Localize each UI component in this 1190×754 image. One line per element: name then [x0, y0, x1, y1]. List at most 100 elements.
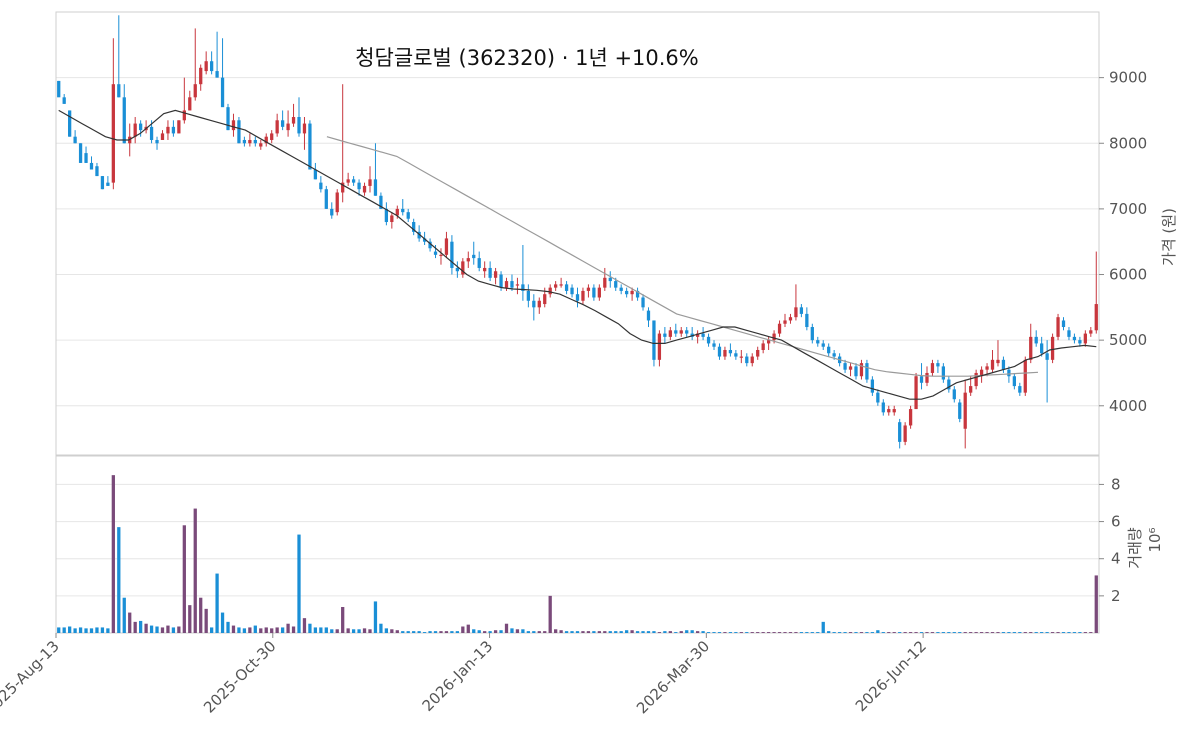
- candle-body: [390, 215, 394, 223]
- candle-body: [887, 409, 891, 413]
- volume-bar: [313, 627, 318, 633]
- volume-bar: [395, 630, 399, 633]
- volume-bar: [144, 623, 148, 633]
- volume-bar: [493, 630, 498, 633]
- price-tick-labels: 4000 5000 6000 7000 8000 9000: [1099, 69, 1147, 415]
- candle-body: [706, 336, 711, 344]
- candle-body: [439, 254, 443, 257]
- candle-body: [854, 366, 858, 377]
- candle-body: [1083, 333, 1087, 344]
- volume-bar: [379, 623, 383, 633]
- candle-body: [668, 330, 672, 337]
- candle-body: [1034, 336, 1038, 344]
- gridlines: [56, 77, 1099, 597]
- volume-bar: [488, 631, 492, 633]
- candle-body: [308, 123, 312, 170]
- volume-bar: [302, 618, 307, 633]
- candle-body: [1056, 317, 1060, 337]
- candle-body: [903, 425, 907, 442]
- volume-bar: [106, 628, 110, 633]
- volume-bar: [881, 632, 885, 633]
- date-tick-label: 2026-Jan-13: [419, 637, 497, 715]
- candle-body: [1040, 343, 1044, 354]
- candle-body: [1050, 336, 1055, 360]
- candle-body: [433, 251, 438, 255]
- candle-body: [73, 136, 77, 144]
- volume-tick-label: 4: [1111, 550, 1121, 568]
- volume-bar: [788, 632, 793, 633]
- candle-body: [362, 185, 367, 193]
- candle-body: [543, 294, 547, 305]
- candle-body: [608, 277, 612, 282]
- volume-bar: [319, 627, 323, 633]
- candle-body: [575, 294, 580, 301]
- candle-body: [106, 182, 110, 186]
- candle-body: [947, 379, 951, 390]
- volume-bar: [783, 632, 787, 633]
- volume-bar: [89, 628, 94, 633]
- volume-tick-label: 2: [1111, 587, 1121, 605]
- candle-body: [117, 84, 121, 98]
- moving-average-long-line: [326, 136, 1039, 377]
- candle-body: [259, 143, 263, 147]
- candle-body: [89, 162, 94, 170]
- volume-bar: [226, 621, 230, 633]
- candle-body: [477, 258, 481, 268]
- candle-body: [865, 363, 869, 380]
- candle-body: [84, 153, 88, 163]
- volume-bar: [433, 631, 438, 633]
- volume-bar: [477, 630, 481, 633]
- volume-bar: [990, 632, 995, 633]
- candle-body: [264, 136, 268, 144]
- volume-bar: [843, 632, 847, 633]
- candle-body: [821, 343, 825, 347]
- candle-body: [914, 376, 918, 410]
- volume-bar: [280, 627, 285, 633]
- volume-bar: [603, 631, 607, 633]
- volume-tick-labels: 2 4 6 8: [1099, 475, 1121, 605]
- volume-bar: [1007, 632, 1011, 633]
- candle-body: [521, 284, 525, 291]
- candle-body: [734, 353, 738, 357]
- volume-bar: [641, 631, 645, 633]
- volume-bar: [734, 632, 738, 633]
- volume-bar: [1056, 632, 1060, 633]
- volume-bar: [499, 630, 503, 633]
- volume-bar: [766, 632, 771, 633]
- volume-bar: [685, 630, 689, 633]
- candle-body: [657, 333, 662, 360]
- volume-bar: [854, 632, 858, 633]
- candle-body: [270, 133, 274, 140]
- volume-bar: [521, 629, 525, 633]
- volume-bar: [941, 632, 946, 633]
- candle-body: [1045, 353, 1049, 360]
- candle-body: [1018, 386, 1022, 393]
- candle-body: [209, 61, 214, 72]
- volume-bar: [635, 631, 640, 633]
- candle-body: [253, 139, 257, 144]
- candle-body: [996, 359, 1000, 364]
- candle-body: [204, 61, 208, 72]
- volume-bar: [308, 623, 312, 633]
- volume-bar: [78, 627, 83, 633]
- volume-bar: [805, 632, 809, 633]
- volume-bar: [668, 631, 672, 633]
- candle-body: [788, 317, 793, 321]
- volume-bar: [646, 631, 651, 633]
- volume-bar: [701, 631, 705, 633]
- volume-bar: [821, 621, 825, 633]
- volume-bar: [155, 626, 159, 633]
- volume-bar: [1067, 632, 1071, 633]
- candle-body: [149, 126, 154, 140]
- candle-body: [248, 139, 252, 144]
- volume-bar: [1078, 632, 1082, 633]
- candle-body: [663, 333, 667, 337]
- volume-bar: [133, 621, 137, 633]
- candle-body: [515, 284, 520, 286]
- candle-body: [739, 356, 743, 358]
- candle-body: [335, 192, 339, 213]
- candle-body: [756, 349, 760, 357]
- candle-body: [401, 208, 405, 213]
- volume-bar: [930, 632, 935, 633]
